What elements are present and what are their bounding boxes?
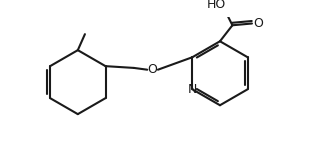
Text: O: O: [253, 17, 263, 30]
Text: HO: HO: [207, 0, 226, 11]
Text: N: N: [188, 83, 197, 96]
Text: O: O: [148, 63, 158, 76]
